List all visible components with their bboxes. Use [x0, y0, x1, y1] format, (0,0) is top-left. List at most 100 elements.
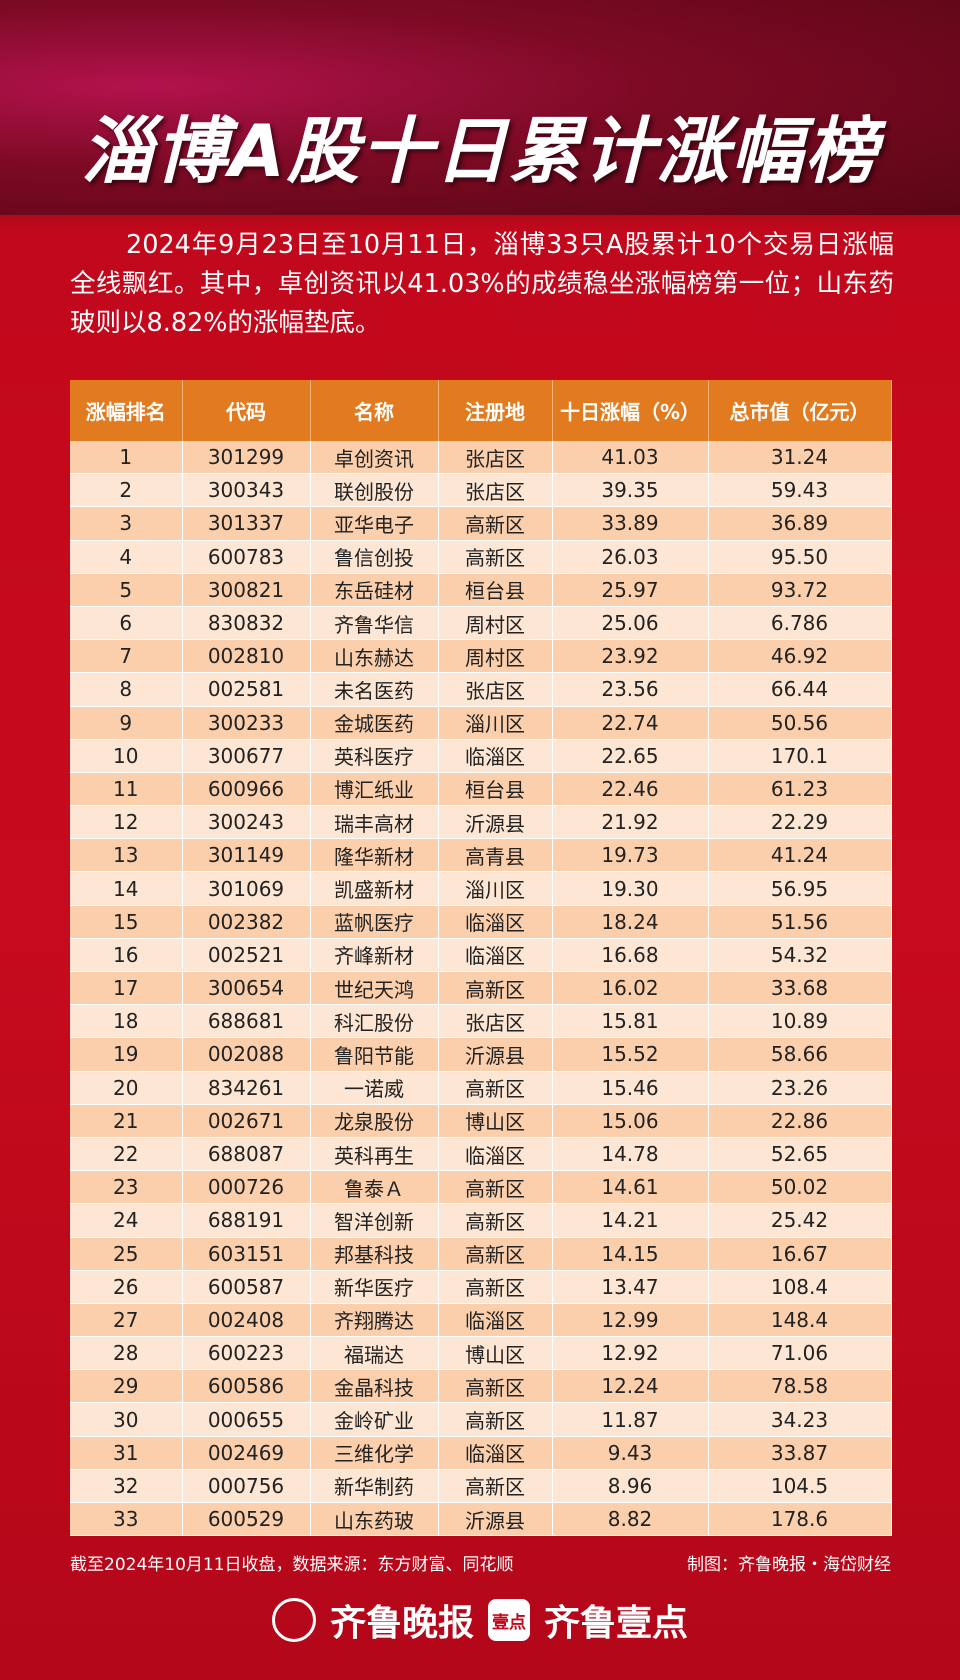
table-row: 19 002088 鲁阳节能 沂源县 15.52 58.66 [70, 1037, 892, 1072]
table-cell: 22.74 [552, 706, 709, 740]
table-cell: 14.15 [552, 1237, 709, 1271]
table-cell: 22 [70, 1137, 183, 1172]
table-cell: 301337 [182, 506, 311, 541]
table-cell: 000756 [182, 1469, 311, 1504]
table-cell: 688681 [182, 1004, 311, 1039]
table-cell: 002581 [182, 672, 311, 707]
table-cell: 11 [70, 772, 183, 807]
table-cell: 5 [70, 573, 183, 607]
table-row: 30 000655 金岭矿业 高新区 11.87 34.23 [70, 1402, 892, 1437]
table-cell: 002810 [182, 639, 311, 674]
table-row: 16 002521 齐峰新材 临淄区 16.68 54.32 [70, 938, 892, 973]
table-cell: 博山区 [438, 1336, 553, 1371]
logo-left: 齐鲁晚报 [329, 1602, 474, 1644]
table-cell: 3 [70, 506, 183, 541]
table-cell: 联创股份 [310, 473, 439, 508]
table-cell: 170.1 [708, 739, 892, 773]
table-cell: 20 [70, 1071, 183, 1105]
table-cell: 600587 [182, 1270, 311, 1304]
table-cell: 002382 [182, 905, 311, 939]
table-cell: 28 [70, 1336, 183, 1371]
table-cell: 300343 [182, 473, 311, 508]
table-cell: 25.97 [552, 573, 709, 607]
table-row: 2 300343 联创股份 张店区 39.35 59.43 [70, 473, 892, 508]
table-cell: 福瑞达 [310, 1336, 439, 1371]
table-cell: 59.43 [708, 473, 892, 508]
ranking-table: 涨幅排名 代码 名称 注册地 十日涨幅（%） 总市值（亿元） 1 301299 卓创资讯 张店区… [70, 380, 892, 1537]
table-cell: 一诺威 [310, 1071, 439, 1105]
table-cell: 淄川区 [438, 871, 553, 906]
table-cell: 24 [70, 1203, 183, 1238]
table-row: 7 002810 山东赫达 周村区 23.92 46.92 [70, 639, 892, 674]
table-cell: 金岭矿业 [310, 1402, 439, 1437]
table-cell: 22.86 [708, 1104, 892, 1138]
table-cell: 桓台县 [438, 772, 553, 807]
table-cell: 张店区 [438, 473, 553, 508]
table-cell: 688191 [182, 1203, 311, 1238]
table-cell: 600783 [182, 540, 311, 574]
table-row: 12 300243 瑞丰高材 沂源县 21.92 22.29 [70, 805, 892, 840]
table-cell: 金晶科技 [310, 1369, 439, 1404]
table-cell: 15 [70, 905, 183, 939]
table-row: 24 688191 智洋创新 高新区 14.21 25.42 [70, 1203, 892, 1238]
table-row: 9 300233 金城医药 淄川区 22.74 50.56 [70, 706, 892, 740]
table-cell: 周村区 [438, 639, 553, 674]
table-cell: 8.96 [552, 1469, 709, 1504]
table-cell: 15.52 [552, 1037, 709, 1072]
table-cell: 600966 [182, 772, 311, 807]
table-cell: 高青县 [438, 838, 553, 873]
table-cell: 002671 [182, 1104, 311, 1138]
table-cell: 301069 [182, 871, 311, 906]
table-cell: 41.03 [552, 441, 709, 475]
table-cell: 002408 [182, 1303, 311, 1338]
table-cell: 33.89 [552, 506, 709, 541]
table-cell: 26.03 [552, 540, 709, 574]
table-cell: 金城医药 [310, 706, 439, 740]
table-cell: 高新区 [438, 506, 553, 541]
table-cell: 22.29 [708, 805, 892, 840]
table-cell: 18.24 [552, 905, 709, 939]
table-cell: 邦基科技 [310, 1237, 439, 1271]
table-cell: 沂源县 [438, 805, 553, 840]
table-cell: 23.92 [552, 639, 709, 674]
table-row: 26 600587 新华医疗 高新区 13.47 108.4 [70, 1270, 892, 1304]
table-cell: 21 [70, 1104, 183, 1138]
table-cell: 6 [70, 606, 183, 641]
table-cell: 6.786 [708, 606, 892, 641]
table-cell: 11.87 [552, 1402, 709, 1437]
header-banner [0, 0, 960, 215]
table-cell: 95.50 [708, 540, 892, 574]
table-cell: 高新区 [438, 1170, 553, 1205]
table-row: 15 002382 蓝帆医疗 临淄区 18.24 51.56 [70, 905, 892, 939]
table-cell: 9.43 [552, 1436, 709, 1470]
logo-right: 齐鲁壹点 [544, 1602, 689, 1644]
table-cell: 14.21 [552, 1203, 709, 1238]
table-cell: 29 [70, 1369, 183, 1404]
table-cell: 博汇纸业 [310, 772, 439, 807]
table-row: 21 002671 龙泉股份 博山区 15.06 22.86 [70, 1104, 892, 1138]
table-row: 29 600586 金晶科技 高新区 12.24 78.58 [70, 1369, 892, 1404]
table-row: 33 600529 山东药玻 沂源县 8.82 178.6 [70, 1502, 892, 1537]
table-cell: 凯盛新材 [310, 871, 439, 906]
table-cell: 12.92 [552, 1336, 709, 1371]
table-cell: 亚华电子 [310, 506, 439, 541]
column-header: 十日涨幅（%） [552, 380, 709, 441]
table-cell: 18 [70, 1004, 183, 1039]
table-cell: 4 [70, 540, 183, 574]
table-row: 31 002469 三维化学 临淄区 9.43 33.87 [70, 1436, 892, 1470]
table-cell: 002088 [182, 1037, 311, 1072]
table-cell: 高新区 [438, 1237, 553, 1271]
credit: 制图：齐鲁晚报・海岱财经 [687, 1555, 891, 1575]
table-row: 25 603151 邦基科技 高新区 14.15 16.67 [70, 1237, 892, 1271]
table-cell: 14.61 [552, 1170, 709, 1205]
table-cell: 33 [70, 1502, 183, 1537]
table-cell: 鲁阳节能 [310, 1037, 439, 1072]
table-cell: 148.4 [708, 1303, 892, 1338]
table-cell: 16.67 [708, 1237, 892, 1271]
table-cell: 13 [70, 838, 183, 873]
table-cell: 25 [70, 1237, 183, 1271]
table-cell: 博山区 [438, 1104, 553, 1138]
table-cell: 16.02 [552, 971, 709, 1006]
table-cell: 23.56 [552, 672, 709, 707]
